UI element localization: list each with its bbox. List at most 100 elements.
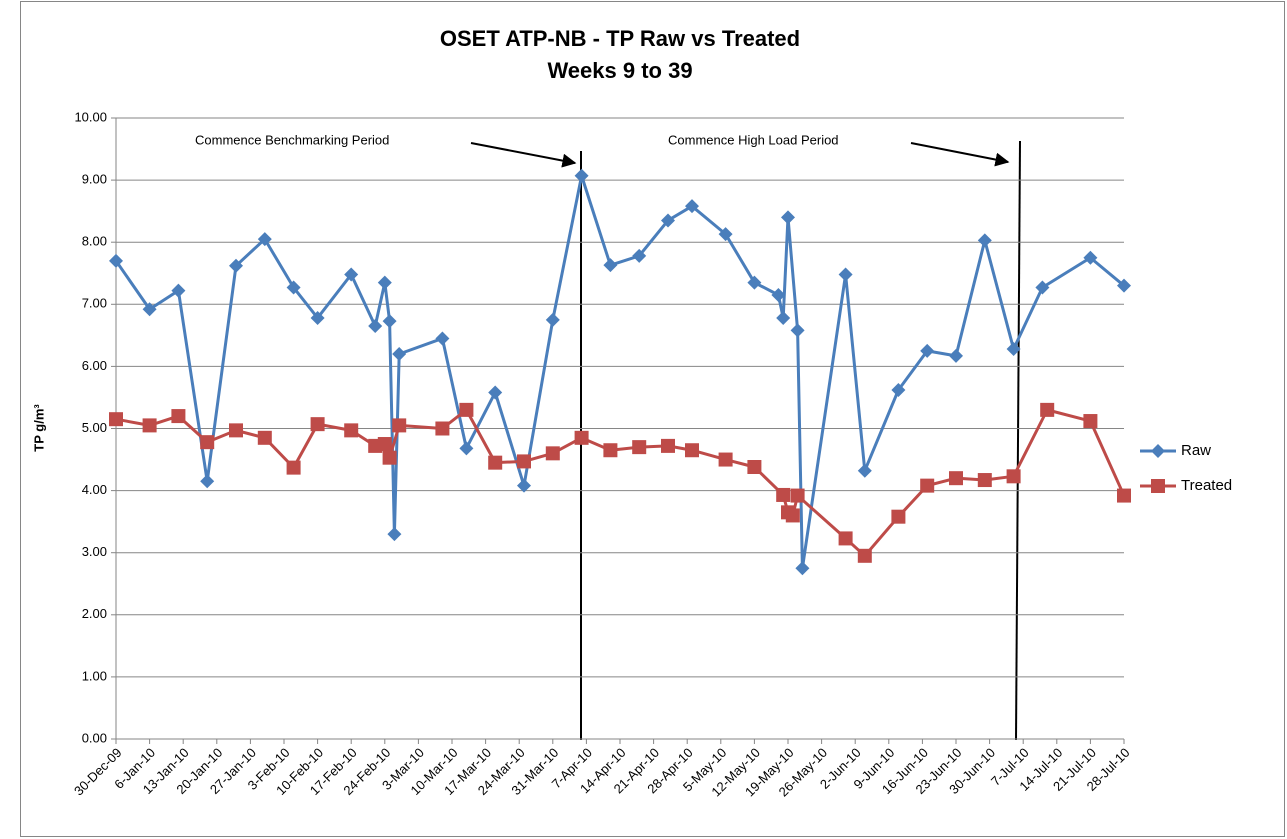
data-point (1040, 402, 1055, 417)
data-point (1083, 250, 1098, 265)
data-point (776, 310, 791, 325)
data-point (661, 213, 675, 228)
data-point (109, 412, 123, 427)
legend-marker (1151, 479, 1165, 493)
data-point (785, 508, 800, 523)
data-point (382, 314, 397, 329)
y-tick-label: 9.00 (82, 172, 107, 187)
data-point (771, 287, 786, 302)
data-point (838, 531, 853, 546)
y-tick-label: 7.00 (82, 296, 107, 311)
y-tick-label: 8.00 (82, 234, 107, 249)
chart-title: OSET ATP-NB - TP Raw vs Treated (440, 26, 800, 51)
data-point (368, 319, 383, 334)
data-point (109, 253, 123, 268)
data-point (200, 474, 215, 489)
series (109, 402, 1131, 563)
data-point (257, 430, 272, 445)
data-point (795, 561, 810, 576)
data-point (229, 258, 243, 273)
data-point (517, 478, 531, 493)
data-point (377, 437, 392, 452)
data-point (857, 548, 872, 563)
data-point (920, 478, 935, 493)
data-point (574, 430, 589, 445)
chart-frame (20, 1, 1285, 837)
data-point (435, 331, 450, 346)
data-point (545, 312, 560, 327)
data-point (977, 473, 992, 488)
annotation: Commence Benchmarking Period (195, 132, 389, 147)
data-point (632, 248, 647, 263)
data-point (718, 452, 733, 467)
data-point (838, 267, 853, 282)
data-point (857, 463, 872, 478)
data-point (661, 438, 675, 453)
data-point (632, 440, 647, 455)
data-point (545, 446, 560, 461)
data-point (142, 418, 157, 433)
data-point (1083, 414, 1098, 429)
legend-marker (1151, 444, 1165, 458)
data-point (286, 280, 301, 295)
legend-label: Treated (1181, 477, 1232, 494)
data-point (718, 227, 733, 242)
annotation-arrow (910, 142, 1010, 167)
y-tick-label: 1.00 (82, 668, 107, 683)
annotation-arrow (470, 142, 577, 168)
marker-line (1015, 140, 1021, 741)
data-point (949, 348, 963, 363)
data-point (257, 232, 272, 247)
data-point (891, 382, 906, 397)
y-tick-label: 3.00 (82, 544, 107, 559)
data-point (392, 418, 407, 433)
y-axis-label: TP g/m³ (31, 404, 46, 452)
data-point (171, 409, 186, 424)
data-point (1006, 342, 1021, 357)
data-point (781, 210, 795, 225)
data-point (790, 323, 805, 338)
data-point (310, 310, 325, 325)
data-point (459, 402, 474, 417)
data-point (344, 423, 359, 438)
y-tick-label: 2.00 (82, 606, 107, 621)
data-point (488, 385, 503, 400)
data-point (685, 199, 699, 214)
data-point (517, 454, 531, 469)
series (109, 168, 1131, 576)
data-point (377, 275, 392, 290)
data-point (603, 258, 618, 273)
data-point (1117, 488, 1131, 503)
data-point (488, 455, 503, 470)
data-point (392, 346, 407, 361)
legend-label: Raw (1181, 442, 1211, 459)
data-point (1117, 278, 1131, 293)
data-point (1035, 280, 1050, 295)
data-point (229, 423, 243, 438)
chart-subtitle: Weeks 9 to 39 (547, 58, 692, 83)
data-point (790, 488, 805, 503)
data-point (747, 460, 762, 475)
y-tick-label: 6.00 (82, 358, 107, 373)
data-point (685, 443, 699, 458)
y-tick-label: 0.00 (82, 730, 107, 745)
y-tick-label: 10.00 (74, 109, 107, 124)
data-point (435, 421, 450, 436)
y-tick-label: 5.00 (82, 420, 107, 435)
data-point (310, 417, 325, 432)
data-point (891, 509, 906, 524)
data-point (949, 471, 963, 486)
annotation: Commence High Load Period (668, 132, 839, 147)
data-point (171, 283, 186, 298)
data-point (200, 435, 215, 450)
data-point (603, 443, 618, 458)
data-point (344, 267, 359, 282)
data-point (459, 441, 474, 456)
data-point (977, 233, 992, 248)
data-point (747, 275, 762, 290)
y-tick-label: 4.00 (82, 482, 107, 497)
data-point (574, 168, 589, 183)
data-point (382, 450, 397, 465)
data-point (286, 460, 301, 475)
